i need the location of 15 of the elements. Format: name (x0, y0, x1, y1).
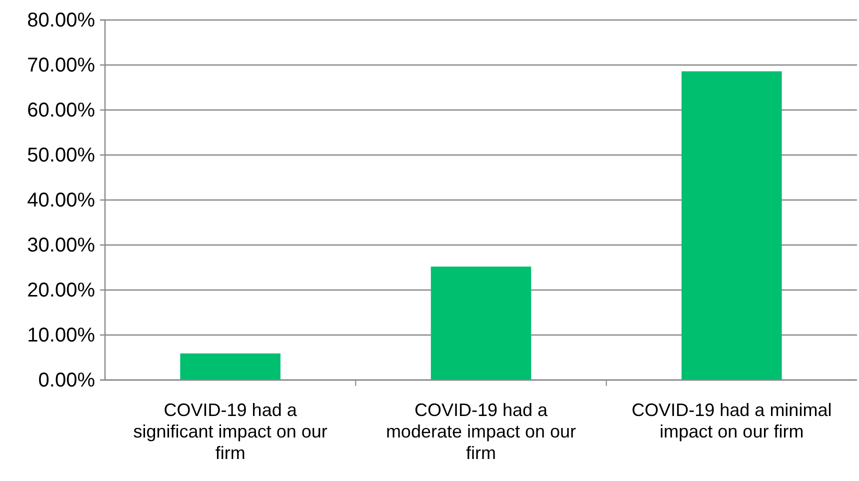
y-tick-label: 10.00% (27, 324, 96, 346)
x-tick-label: COVID-19 had a minimal impact on our firm (632, 400, 832, 442)
x-tick-label: COVID-19 had a moderate impact on our firm (386, 400, 576, 464)
y-tick-label: 60.00% (27, 99, 96, 122)
bar (682, 71, 782, 380)
y-tick-label: 70.00% (27, 54, 96, 76)
y-tick-label: 20.00% (27, 279, 96, 302)
x-tick-label: COVID-19 had a significant impact on our firm (133, 400, 328, 464)
y-tick-label: 40.00% (27, 189, 96, 212)
y-tick-label: 30.00% (27, 234, 96, 256)
y-tick-label: 0.00% (38, 369, 96, 392)
y-tick-label: 50.00% (27, 144, 96, 166)
bar (430, 266, 532, 380)
y-tick-label: 80.00% (27, 9, 96, 32)
bar (180, 353, 280, 380)
